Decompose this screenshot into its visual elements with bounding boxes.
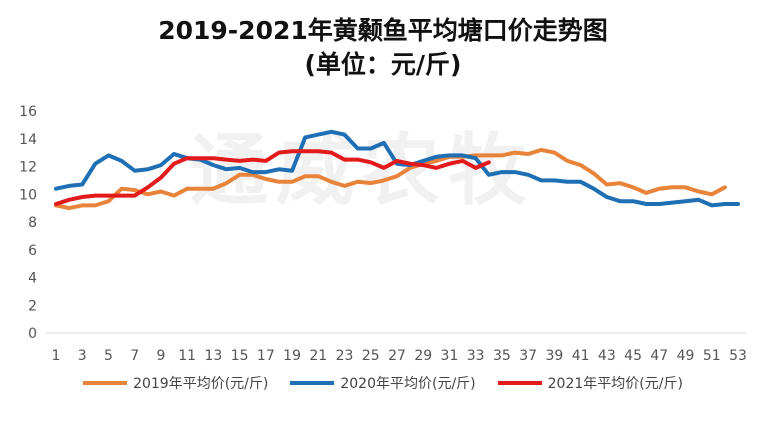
- x-tick-label: 49: [677, 348, 695, 364]
- x-tick-label: 19: [283, 348, 301, 364]
- x-tick-label: 41: [572, 348, 590, 364]
- legend-swatch: [83, 381, 128, 385]
- series-line-2: [54, 129, 740, 208]
- y-tick-label: 6: [28, 243, 37, 259]
- legend-swatch: [290, 381, 335, 385]
- x-tick-label: 39: [545, 348, 563, 364]
- series-lines: [54, 129, 740, 211]
- x-tick-label: 9: [156, 348, 165, 364]
- series-line-1: [54, 147, 727, 211]
- legend-label: 2021年平均价(元/斤): [547, 376, 683, 392]
- y-tick-label: 4: [28, 271, 37, 287]
- x-tick-label: 21: [309, 348, 327, 364]
- chart-title-line2: (单位：元/斤): [304, 50, 462, 79]
- x-tick-label: 1: [52, 348, 61, 364]
- legend-item-3: 2021年平均价(元/斤): [497, 373, 683, 393]
- y-tick-label: 8: [28, 215, 37, 231]
- y-tick-label: 14: [19, 132, 37, 148]
- x-tick-label: 53: [729, 348, 747, 364]
- y-tick-label: 2: [28, 298, 37, 314]
- x-tick-label: 7: [130, 348, 139, 364]
- legend-swatch: [497, 381, 542, 385]
- legend: 2019年平均价(元/斤) 2020年平均价(元/斤) 2021年平均价(元/斤): [0, 373, 766, 393]
- x-tick-label: 17: [257, 348, 275, 364]
- legend-label: 2019年平均价(元/斤): [133, 376, 269, 392]
- x-tick-label: 13: [204, 348, 222, 364]
- x-tick-label: 43: [598, 348, 616, 364]
- x-tick-label: 35: [493, 348, 511, 364]
- x-tick-label: 15: [231, 348, 249, 364]
- y-tick-label: 16: [19, 104, 37, 120]
- x-tick-label: 5: [104, 348, 113, 364]
- x-tick-label: 51: [703, 348, 721, 364]
- y-tick-label: 10: [19, 187, 37, 203]
- y-tick-label: 0: [28, 326, 37, 342]
- x-tick-label: 25: [362, 348, 380, 364]
- x-tick-label: 45: [624, 348, 642, 364]
- x-tick-label: 27: [388, 348, 406, 364]
- y-axis-ticks: 0 2 4 6 8 10 12 14 16: [19, 104, 37, 342]
- x-tick-label: 23: [336, 348, 354, 364]
- legend-label: 2020年平均价(元/斤): [340, 376, 476, 392]
- chart-title: 2019-2021年黄颡鱼平均塘口价走势图 (单位：元/斤): [0, 14, 766, 82]
- x-tick-label: 37: [519, 348, 537, 364]
- x-tick-label: 11: [178, 348, 196, 364]
- series-line-3: [54, 149, 491, 206]
- x-axis-ticks: 1 3 5 7 9 11 13 15 17 19 21 23 25 27 29 31 33 35 37 39 41 43 4…: [52, 348, 747, 364]
- x-tick-label: 47: [650, 348, 668, 364]
- x-tick-label: 33: [467, 348, 485, 364]
- x-tick-label: 29: [414, 348, 432, 364]
- y-tick-label: 12: [19, 160, 37, 176]
- chart-title-line1: 2019-2021年黄颡鱼平均塘口价走势图: [158, 16, 608, 45]
- legend-item-2: 2020年平均价(元/斤): [290, 373, 476, 393]
- x-tick-label: 31: [441, 348, 459, 364]
- legend-item-1: 2019年平均价(元/斤): [83, 373, 268, 393]
- x-tick-label: 3: [78, 348, 87, 364]
